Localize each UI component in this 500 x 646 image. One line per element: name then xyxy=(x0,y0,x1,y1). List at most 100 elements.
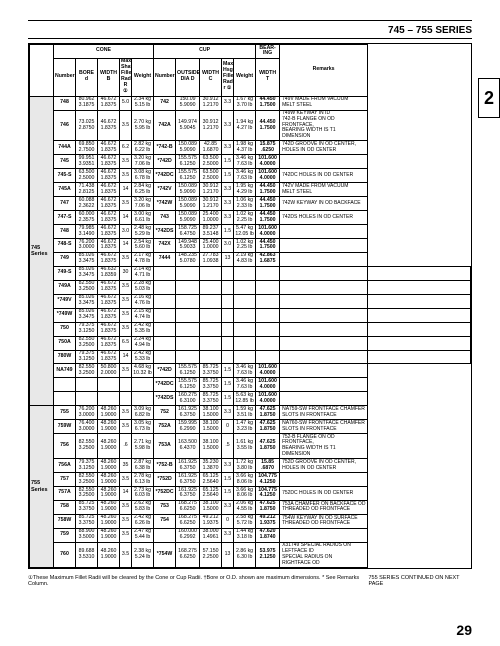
col-cone-bore: BORE d xyxy=(76,58,98,96)
cell: 38.100 1.5000 xyxy=(200,434,222,459)
cell: 155.575 6.1250 xyxy=(176,378,200,392)
table-row: 75782.550 3.250048.260 1.90003.52.78 kg … xyxy=(30,473,471,487)
cell: 60.088 2.3622 xyxy=(76,197,98,211)
cell xyxy=(176,280,200,294)
cell: 46.672 1.8375 xyxy=(98,110,120,141)
cell xyxy=(200,294,222,308)
cell: 160.275 6.3100 xyxy=(176,392,200,406)
page-header: 745 – 755 SERIES xyxy=(28,25,472,38)
cell: 79.375 3.1250 xyxy=(76,322,98,336)
remarks-cell: 742W KEYWAY IN OD BACKFACE xyxy=(280,197,368,211)
remarks-cell: NA760-SW FRONTFACE CHAMFER SLOTS IN FRON… xyxy=(280,420,368,434)
header-rule xyxy=(28,20,472,21)
cell: 48.260 1.9000 xyxy=(98,406,120,420)
cell: 3.66 kg 8.06 lb xyxy=(234,487,256,501)
cell: 48.260 1.9000 xyxy=(98,528,120,542)
cell: 101.600 4.0000 xyxy=(256,364,280,378)
cell: 27.783 1.0938 xyxy=(200,252,222,266)
cell: 5.0 xyxy=(120,96,132,110)
page-number: 29 xyxy=(456,622,472,638)
cell: 756A xyxy=(54,459,76,473)
cell: 30.912 1.2170 xyxy=(200,110,222,141)
cell: 1.95 kg 4.29 lb xyxy=(234,183,256,197)
remarks-cell: 742DS HOLES IN OD CENTER xyxy=(280,211,368,225)
cell: 1.5 xyxy=(222,155,234,169)
cell: 3.46 kg 7.63 lb xyxy=(234,169,256,183)
cell: 2.82 kg 6.22 lb xyxy=(132,141,154,155)
cell: *749W xyxy=(54,308,76,322)
cell: 1.61 kg 3.55 lb xyxy=(234,434,256,459)
cell: 3.3 xyxy=(222,141,234,155)
cell: 2.54 kg 5.60 lb xyxy=(132,239,154,253)
cell: 3.46 kg 7.63 lb xyxy=(234,378,256,392)
cell: 150.089 5.9090 xyxy=(176,211,200,225)
cell: 46.672 1.8375 xyxy=(98,252,120,266)
cell: 2.28 kg 5.03 lb xyxy=(132,280,154,294)
cell: 14 xyxy=(120,211,132,225)
cell: 85.026 3.3475 xyxy=(76,266,98,280)
cell: 3.5 xyxy=(120,514,132,528)
cell: 30.912 1.2170 xyxy=(200,183,222,197)
remarks-cell: 742V MADE FROM VACUUM MELT STEEL xyxy=(280,183,368,197)
cell: 38.100 1.5000 xyxy=(200,500,222,514)
cell: 748 xyxy=(54,96,76,110)
section-tab: 2 xyxy=(478,78,500,118)
cell: 48.260 1.9000 xyxy=(98,473,120,487)
cell xyxy=(200,322,222,336)
cell: 752A xyxy=(154,420,176,434)
cell: 88.900 3.5000 xyxy=(76,528,98,542)
cell xyxy=(280,266,368,280)
cell: 1.94 kg 4.27 lb xyxy=(234,110,256,141)
cell: 3.09 kg 6.82 lb xyxy=(132,406,154,420)
cell: 3.5 xyxy=(120,169,132,183)
cell: 3.3 xyxy=(222,406,234,420)
cell: 2.58 kg 5.72 lb xyxy=(234,514,256,528)
cell: 3.5 xyxy=(120,155,132,169)
remarks-cell: 752-B FLANGE ON OD FRONTFACE, BEARING WI… xyxy=(280,434,368,459)
cell: 1.5 xyxy=(222,225,234,239)
cell: 760 xyxy=(54,542,76,567)
cell: 150.089 5.9090 xyxy=(176,197,200,211)
cell xyxy=(154,308,176,322)
cell: 53.975 2.1250 xyxy=(256,542,280,567)
cell: 15.875 .6250 xyxy=(256,141,280,155)
cell: 7444 xyxy=(154,252,176,266)
col-cone: CONE xyxy=(54,45,154,59)
remarks-cell: 752D GROOVE IN OD CENTER, HOLES IN OD CE… xyxy=(280,459,368,473)
cell: 82.550 3.2500 xyxy=(76,473,98,487)
cell: *742DC xyxy=(154,169,176,183)
cell: 2.34 kg 5.15 lb xyxy=(132,96,154,110)
cell: 161.925 6.3750 xyxy=(176,487,200,501)
cell: 38.100 1.5000 xyxy=(200,406,222,420)
cell: 746 xyxy=(54,110,76,141)
cell xyxy=(222,322,234,336)
table-row: 749A82.550 3.250046.672 1.83753.52.28 kg… xyxy=(30,280,471,294)
cell: 47.625 1.8750 xyxy=(256,420,280,434)
cell: 89.688 3.5310 xyxy=(76,542,98,567)
cell: 2.48 kg 5.29 lb xyxy=(132,225,154,239)
cell: 85.725 3.3750 xyxy=(200,364,222,378)
cell: 2.73 kg 6.03 lb xyxy=(132,487,154,501)
remarks-cell xyxy=(368,322,471,336)
cell: *749V xyxy=(54,294,76,308)
cell: 753 xyxy=(154,500,176,514)
remarks-cell: 742D GROOVE IN OD CENTER, HOLES IN OD CE… xyxy=(280,141,368,155)
cell: 1.5 xyxy=(222,378,234,392)
cell: 2.14 kg 4.71 lb xyxy=(132,266,154,280)
cell: 73.025 2.8750 xyxy=(76,110,98,141)
cell xyxy=(234,350,256,364)
cell: *752-B xyxy=(154,459,176,473)
cell: 742A xyxy=(154,110,176,141)
cell xyxy=(200,266,222,280)
cell: 2.86 kg 6.30 lb xyxy=(234,542,256,567)
cell: 745-S xyxy=(54,169,76,183)
table-row: 75988.900 3.500048.260 1.90003.52.47 kg … xyxy=(30,528,471,542)
table-row: 75885.725 3.375048.260 1.90003.52.62 kg … xyxy=(30,500,471,514)
cell: 3.3 xyxy=(222,96,234,110)
table-row: 755 Series75576.200 3.000048.260 1.90003… xyxy=(30,406,471,420)
cell: 65.125 2.5640 xyxy=(200,487,222,501)
cell: 46.672 1.8375 xyxy=(98,169,120,183)
cell: 2.17 kg 4.78 lb xyxy=(132,252,154,266)
remarks-cell xyxy=(368,336,471,350)
cell xyxy=(256,322,280,336)
